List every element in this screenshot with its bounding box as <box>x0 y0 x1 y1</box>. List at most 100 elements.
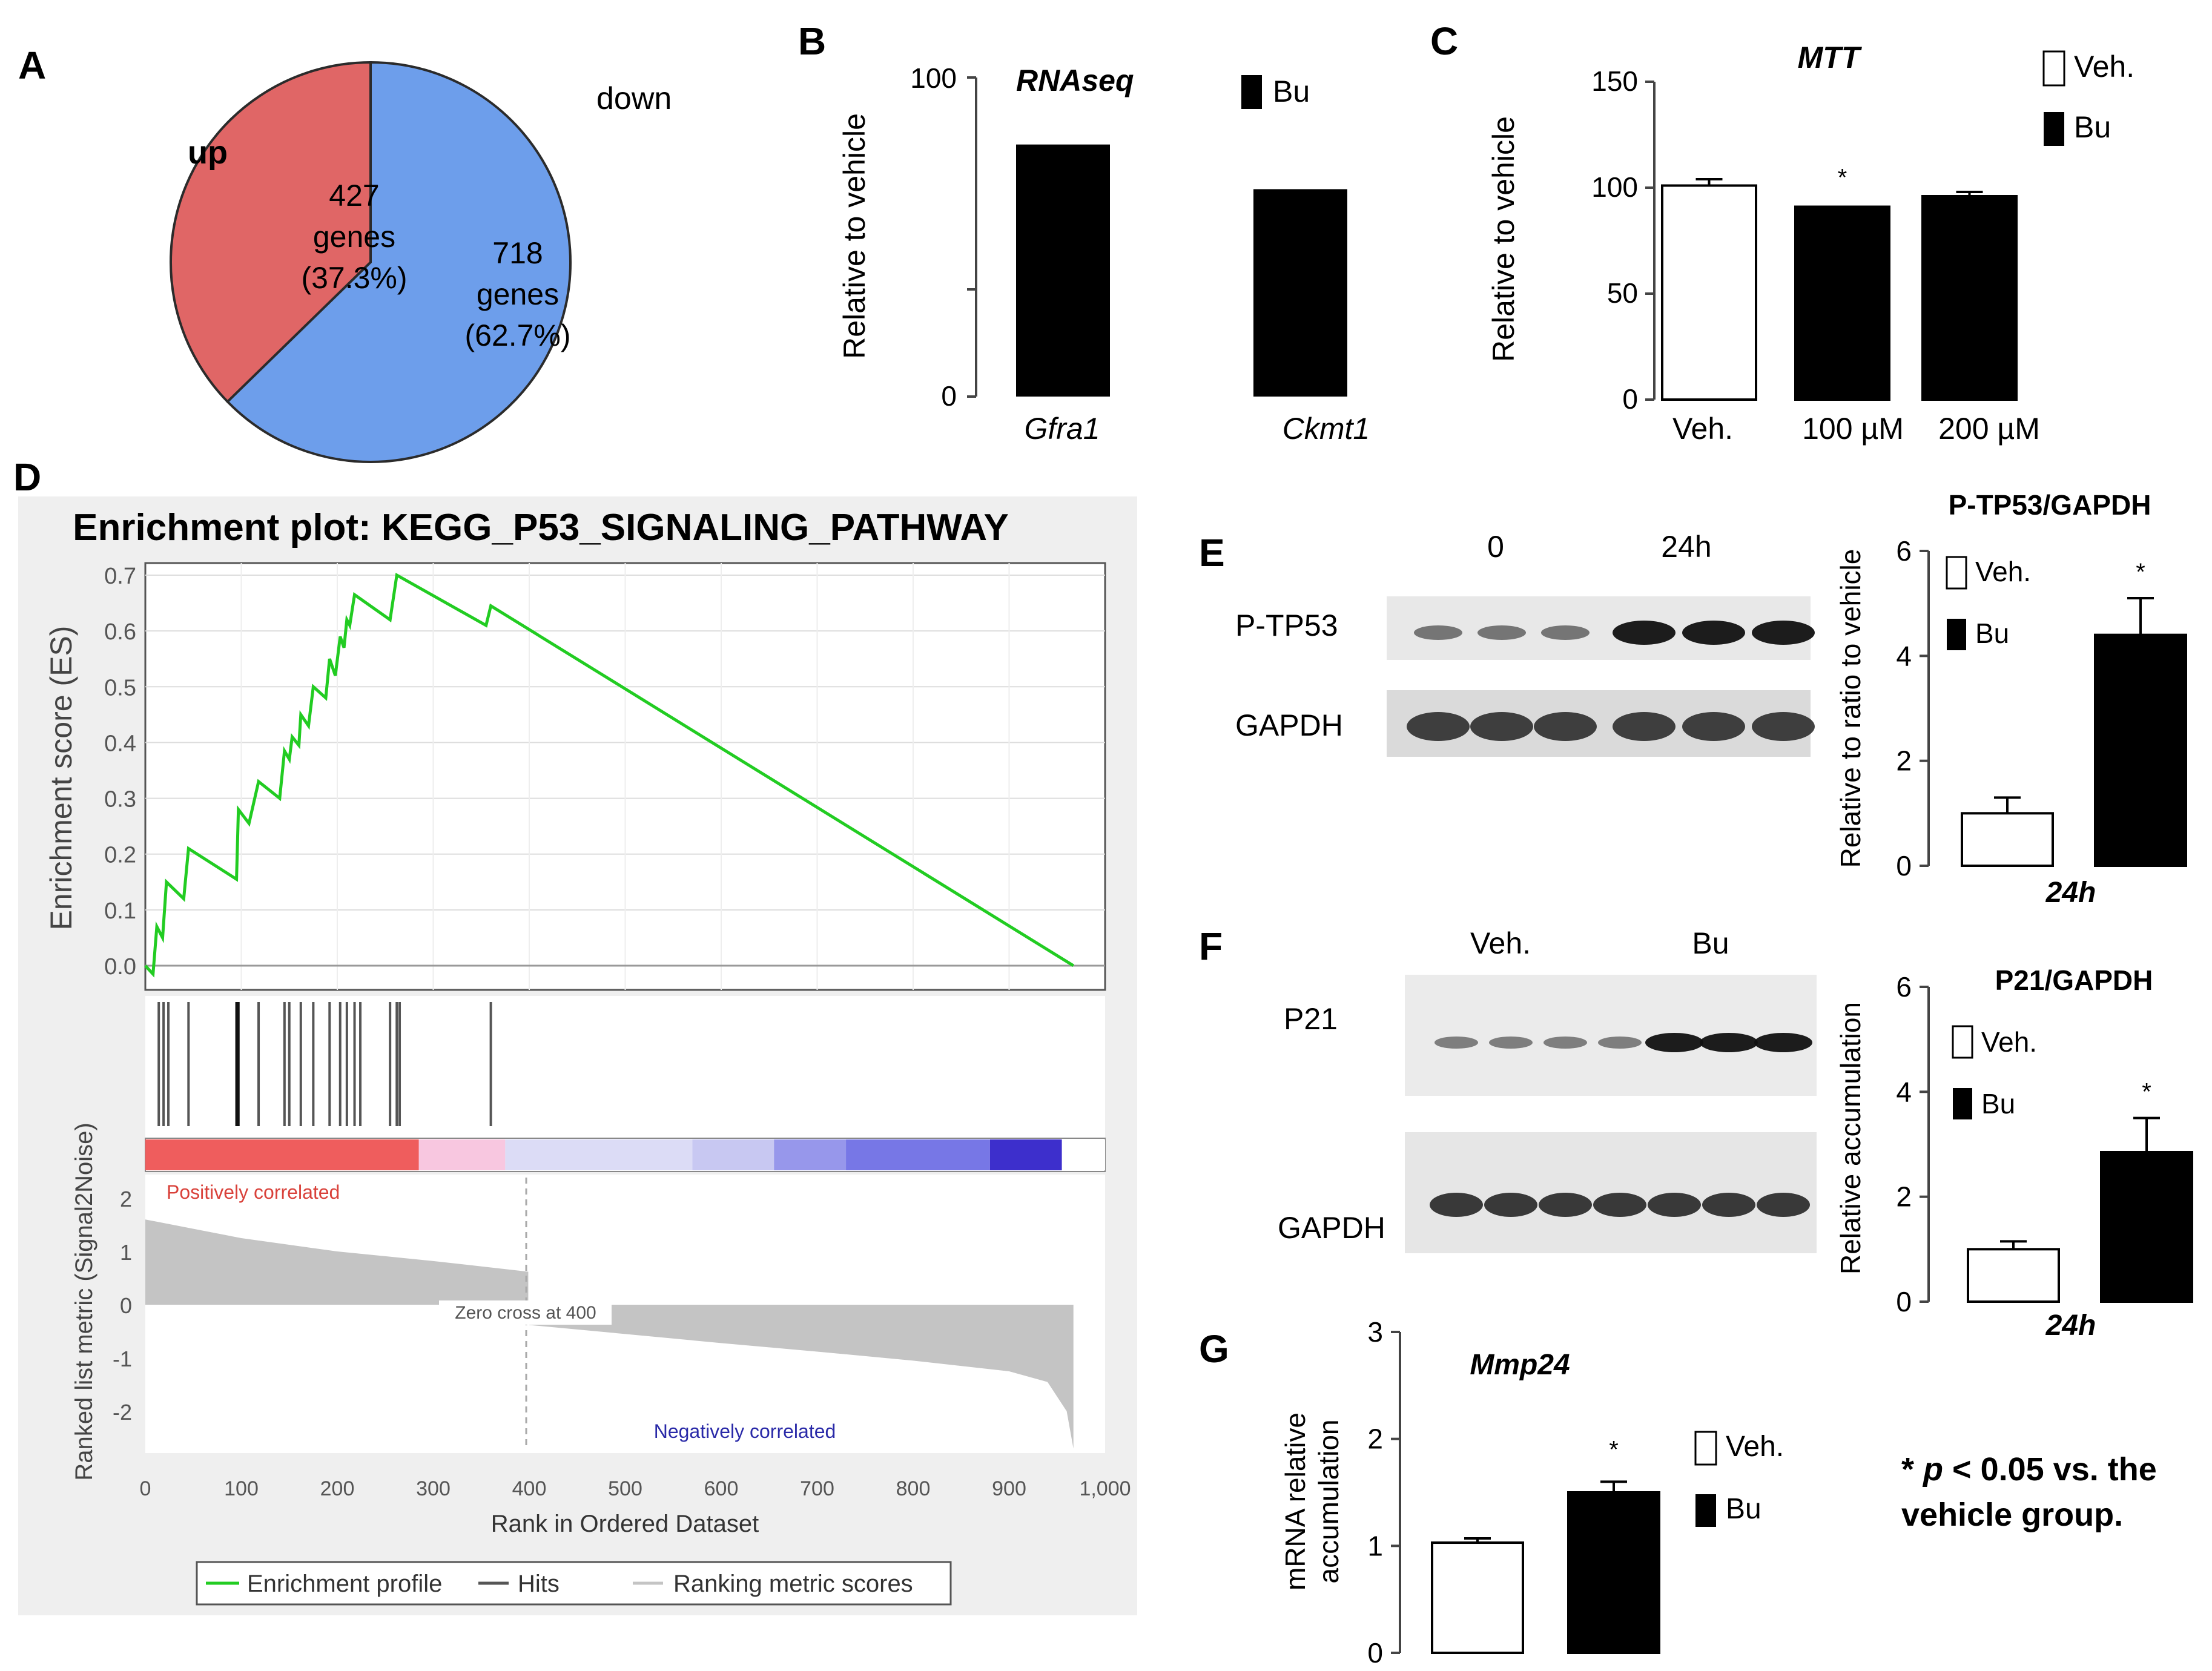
panel-e: 0 24h P-TP53 GAPDH P-TP53/GAPDH Relative… <box>1235 489 2187 909</box>
panel-label-d: D <box>13 455 41 499</box>
d-metric-area-fill <box>145 1219 1074 1449</box>
d-x-tick: 300 <box>416 1477 451 1500</box>
d-heatmap-segment <box>418 1139 506 1170</box>
d-es-tick: 0.4 <box>104 731 136 756</box>
b-title: RNAseq <box>1016 64 1134 97</box>
e-row-ptp53: P-TP53 <box>1235 608 1338 642</box>
d-zero-annotation-box <box>439 1300 612 1325</box>
f-ytick-label: 4 <box>1896 1076 1912 1107</box>
pie-down-unit: genes <box>477 277 559 311</box>
d-es-tick: 0.5 <box>104 675 136 700</box>
d-title: Enrichment plot: KEGG_P53_SIGNALING_PATH… <box>73 507 1009 549</box>
c-xtick-100: 100 µM <box>1802 412 1904 446</box>
panel-label-f: F <box>1199 924 1223 968</box>
f-row-gapdh: GAPDH <box>1278 1211 1385 1245</box>
panel-a-pie: up down 427 genes (37.3%) 718 genes (62.… <box>170 61 672 463</box>
f-band-gapdh <box>1539 1193 1592 1217</box>
b-legend-bu: Bu <box>1273 74 1310 108</box>
e-band-ptp53 <box>1613 621 1676 645</box>
panel-g: Mmp24 mRNA relative accumulation 0 1 2 3 Ve… <box>1279 1316 1784 1669</box>
g-y-label-2: accumulation <box>1313 1419 1344 1583</box>
d-x-tick: 200 <box>320 1477 355 1500</box>
f-blot-gapdh <box>1405 1132 1817 1253</box>
d-es-tick: 0.3 <box>104 787 136 812</box>
f-band-p21 <box>1645 1033 1703 1052</box>
e-band-ptp53 <box>1477 625 1526 640</box>
d-heatmap-segment <box>145 1139 419 1170</box>
e-ytick-label: 4 <box>1896 640 1912 671</box>
panel-f: Veh. Bu P21 GAPDH P21/GAPDH Relative acc… <box>1278 926 2193 1342</box>
e-legend-bu-swatch <box>1947 619 1966 650</box>
d-x-tick: 700 <box>800 1477 834 1500</box>
panel-d-gsea: Enrichment plot: KEGG_P53_SIGNALING_PATH… <box>18 496 1137 1615</box>
e-bar-0 <box>1961 812 2054 868</box>
d-neg-annotation: Negatively correlated <box>654 1420 836 1442</box>
e-band-ptp53 <box>1752 621 1815 645</box>
panel-b-chart: 100 0 Relative to vehicle RNAseq Bu Gfra… <box>837 62 1370 446</box>
f-ytick-label: 0 <box>1896 1286 1912 1317</box>
c-sig-1: * <box>1838 165 1847 191</box>
e-x-label: 24h <box>2045 877 2096 909</box>
footnote-line-2: vehicle group. <box>1901 1497 2123 1533</box>
d-metric-tick: 0 <box>120 1293 132 1318</box>
f-legend-veh-swatch <box>1952 1025 1973 1059</box>
d-x-label: Rank in Ordered Dataset <box>491 1511 759 1537</box>
c-legend-bu-swatch <box>2044 112 2064 146</box>
d-legend-es: Enrichment profile <box>247 1570 442 1597</box>
e-sig-1: * <box>2136 559 2145 585</box>
d-x-tick: 100 <box>224 1477 259 1500</box>
e-ytick-label: 2 <box>1896 745 1912 777</box>
d-heatmap-segment <box>774 1139 847 1170</box>
f-row-p21: P21 <box>1284 1002 1338 1036</box>
d-metric-tick: 1 <box>120 1240 132 1265</box>
f-band-gapdh <box>1484 1193 1537 1217</box>
f-band-p21 <box>1543 1037 1587 1049</box>
g-y-label-1: mRNA relative <box>1279 1412 1311 1590</box>
d-legend-metric: Ranking metric scores <box>673 1570 913 1597</box>
c-legend-veh-swatch <box>2042 50 2065 87</box>
f-y-label: Relative accumulation <box>1835 1002 1866 1274</box>
e-band-ptp53 <box>1541 625 1590 640</box>
d-x-tick: 500 <box>608 1477 642 1500</box>
c-title: MTT <box>1798 41 1863 74</box>
pie-label-down: down <box>596 81 672 116</box>
g-legend-bu-swatch <box>1695 1494 1716 1527</box>
g-ytick-label: 3 <box>1367 1316 1383 1348</box>
f-band-p21 <box>1700 1033 1758 1052</box>
f-band-gapdh <box>1757 1193 1810 1217</box>
d-enrichment-line <box>144 573 1075 978</box>
d-x-tick: 1,000 <box>1079 1477 1131 1500</box>
d-heatmap-segment <box>1061 1139 1105 1170</box>
g-sig-1: * <box>1609 1436 1619 1463</box>
panel-label-g: G <box>1199 1327 1229 1371</box>
e-row-gapdh: GAPDH <box>1235 708 1343 742</box>
c-ytick-100: 100 <box>1591 171 1638 203</box>
d-x-tick: 600 <box>704 1477 739 1500</box>
f-bar-1 <box>2100 1151 2193 1303</box>
e-chart-title: P-TP53/GAPDH <box>1949 489 2151 521</box>
f-band-gapdh <box>1702 1193 1755 1217</box>
panel-label-c: C <box>1430 19 1458 63</box>
e-band-gapdh <box>1752 712 1815 741</box>
e-ytick-label: 0 <box>1896 850 1912 882</box>
b-xtick-gfra1: Gfra1 <box>1024 412 1100 446</box>
g-ytick-label: 0 <box>1367 1637 1383 1669</box>
e-legend-veh: Veh. <box>1975 556 2031 587</box>
d-heatmap-segment <box>692 1139 774 1170</box>
d-heatmap-segment <box>846 1139 990 1170</box>
pie-up-unit: genes <box>313 220 395 254</box>
d-heatmap-segment <box>989 1139 1062 1170</box>
f-band-p21 <box>1598 1037 1642 1049</box>
pie-down-pct: (62.7%) <box>464 318 570 352</box>
g-title: Mmp24 <box>1470 1349 1570 1381</box>
pie-up-pct: (37.3%) <box>301 261 407 295</box>
c-ytick-50: 50 <box>1607 277 1638 309</box>
d-zero-annotation: Zero cross at 400 <box>455 1303 596 1323</box>
c-y-label: Relative to vehicle <box>1487 116 1520 362</box>
b-ytick-0: 0 <box>941 380 957 412</box>
f-legend-bu-swatch <box>1953 1088 1972 1119</box>
f-lane-bu: Bu <box>1692 926 1729 960</box>
d-x-tick: 400 <box>512 1477 547 1500</box>
g-legend-bu: Bu <box>1726 1493 1761 1525</box>
c-ytick-150: 150 <box>1591 65 1638 97</box>
